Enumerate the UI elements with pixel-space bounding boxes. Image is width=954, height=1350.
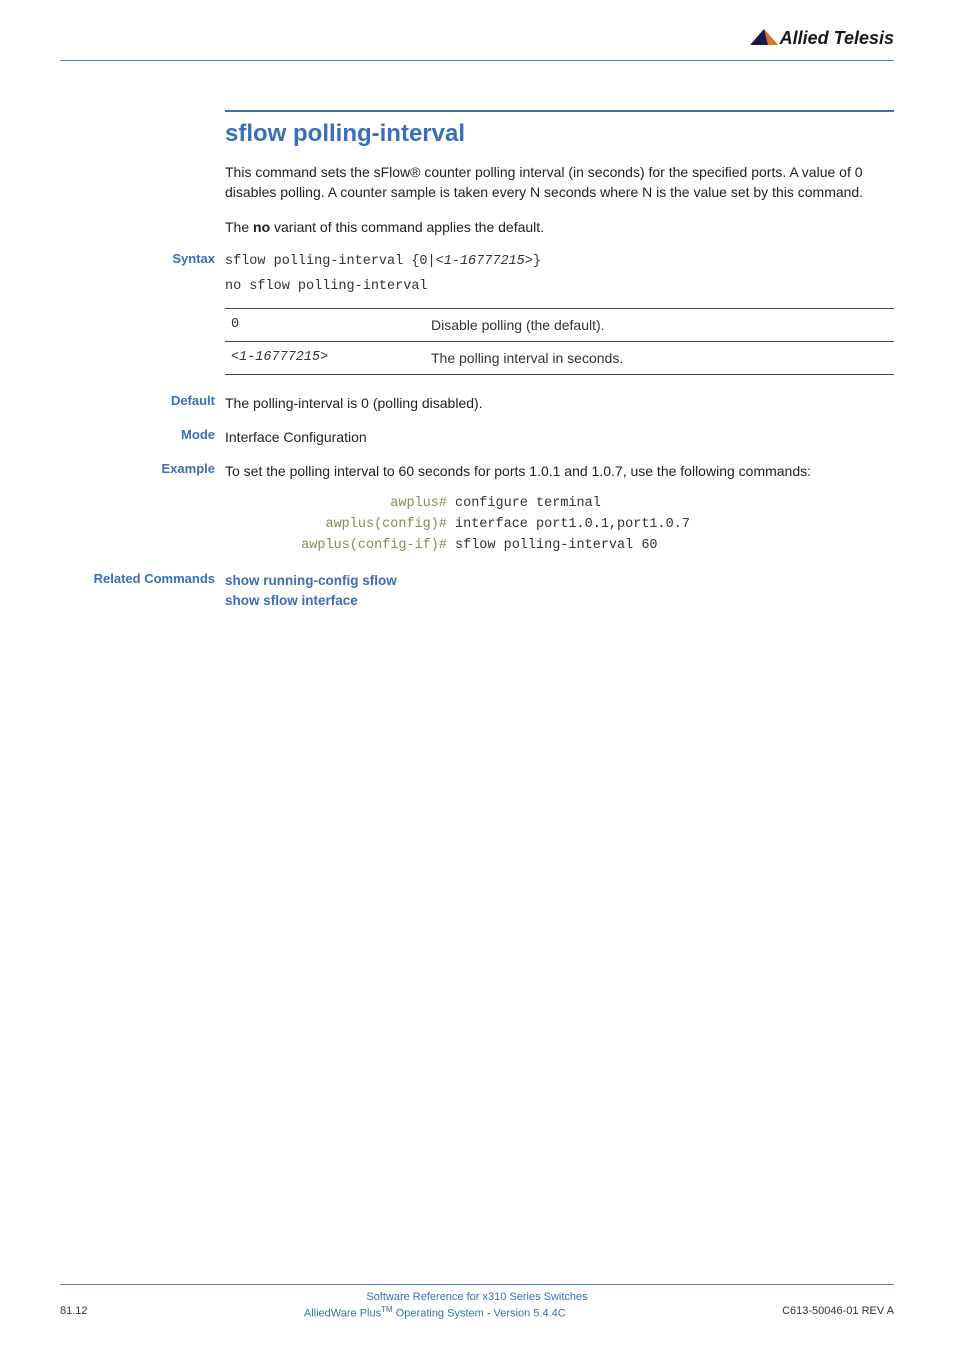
param-desc: Disable polling (the default). [425, 308, 894, 341]
related-link-running-config[interactable]: show running-config sflow [225, 571, 894, 591]
param-desc: The polling interval in seconds. [425, 341, 894, 374]
command-line: awplus(config-if)# sflow polling-interva… [225, 538, 894, 553]
related-label: Related Commands [60, 571, 215, 586]
command-prompt: awplus(config)# [225, 517, 455, 532]
intro2-suffix: variant of this command applies the defa… [270, 219, 544, 235]
intro-paragraph-1: This command sets the sFlow® counter pol… [225, 162, 894, 203]
default-text: The polling-interval is 0 (polling disab… [225, 393, 894, 413]
mode-label: Mode [60, 427, 215, 442]
syntax1b: <1-16777215> [436, 254, 533, 269]
footer-row2: 81.12 AlliedWare PlusTM Operating System… [60, 1305, 894, 1320]
table-row: <1-16777215> The polling interval in sec… [225, 341, 894, 374]
main-content: sflow polling-interval This command sets… [225, 110, 894, 625]
logo-triangle-icon [750, 29, 778, 50]
param-name-italic: <1-16777215> [231, 350, 328, 365]
mode-section: Mode Interface Configuration [225, 427, 894, 447]
header-rule [60, 60, 894, 61]
footer-line1: Software Reference for x310 Series Switc… [60, 1291, 894, 1303]
page-title: sflow polling-interval [225, 120, 894, 148]
syntax1a: sflow polling-interval {0| [225, 254, 436, 269]
title-rule [225, 110, 894, 112]
logo-text: Allied Telesis [780, 28, 894, 48]
related-link-sflow-interface[interactable]: show sflow interface [225, 591, 894, 611]
footer-product: AlliedWare PlusTM Operating System - Ver… [304, 1305, 566, 1320]
syntax-line-2: no sflow polling-interval [225, 279, 894, 294]
command-line: awplus(config)# interface port1.0.1,port… [225, 517, 894, 532]
intro-paragraph-2: The no variant of this command applies t… [225, 217, 894, 237]
command-text: sflow polling-interval 60 [455, 538, 658, 553]
example-text: To set the polling interval to 60 second… [225, 461, 894, 481]
related-section: Related Commands show running-config sfl… [225, 571, 894, 612]
footer-mid-a: AlliedWare Plus [304, 1308, 381, 1320]
intro2-bold: no [253, 219, 270, 235]
page-footer: Software Reference for x310 Series Switc… [60, 1284, 894, 1320]
default-label: Default [60, 393, 215, 408]
syntax-label: Syntax [60, 251, 215, 266]
intro2-prefix: The [225, 219, 253, 235]
command-block: awplus# configure terminal awplus(config… [225, 496, 894, 553]
command-prompt: awplus(config-if)# [225, 538, 455, 553]
command-line: awplus# configure terminal [225, 496, 894, 511]
default-section: Default The polling-interval is 0 (polli… [225, 393, 894, 413]
example-label: Example [60, 461, 215, 476]
table-row: 0 Disable polling (the default). [225, 308, 894, 341]
command-prompt: awplus# [225, 496, 455, 511]
footer-page-number: 81.12 [60, 1305, 88, 1320]
related-links: show running-config sflow show sflow int… [225, 571, 894, 612]
syntax-section: Syntax sflow polling-interval {0|<1-1677… [225, 251, 894, 294]
command-text: configure terminal [455, 496, 601, 511]
parameter-table: 0 Disable polling (the default). <1-1677… [225, 308, 894, 375]
syntax1c: } [533, 254, 541, 269]
footer-tm: TM [381, 1305, 393, 1314]
footer-docid: C613-50046-01 REV A [782, 1305, 894, 1320]
param-name: 0 [225, 308, 425, 341]
mode-text: Interface Configuration [225, 427, 894, 447]
example-section: Example To set the polling interval to 6… [225, 461, 894, 552]
brand-logo: Allied Telesis [750, 28, 894, 50]
command-text: interface port1.0.1,port1.0.7 [455, 517, 690, 532]
param-name: <1-16777215> [225, 341, 425, 374]
footer-mid-b: Operating System - Version 5.4.4C [393, 1308, 566, 1320]
syntax-line-1: sflow polling-interval {0|<1-16777215>} [225, 251, 894, 269]
